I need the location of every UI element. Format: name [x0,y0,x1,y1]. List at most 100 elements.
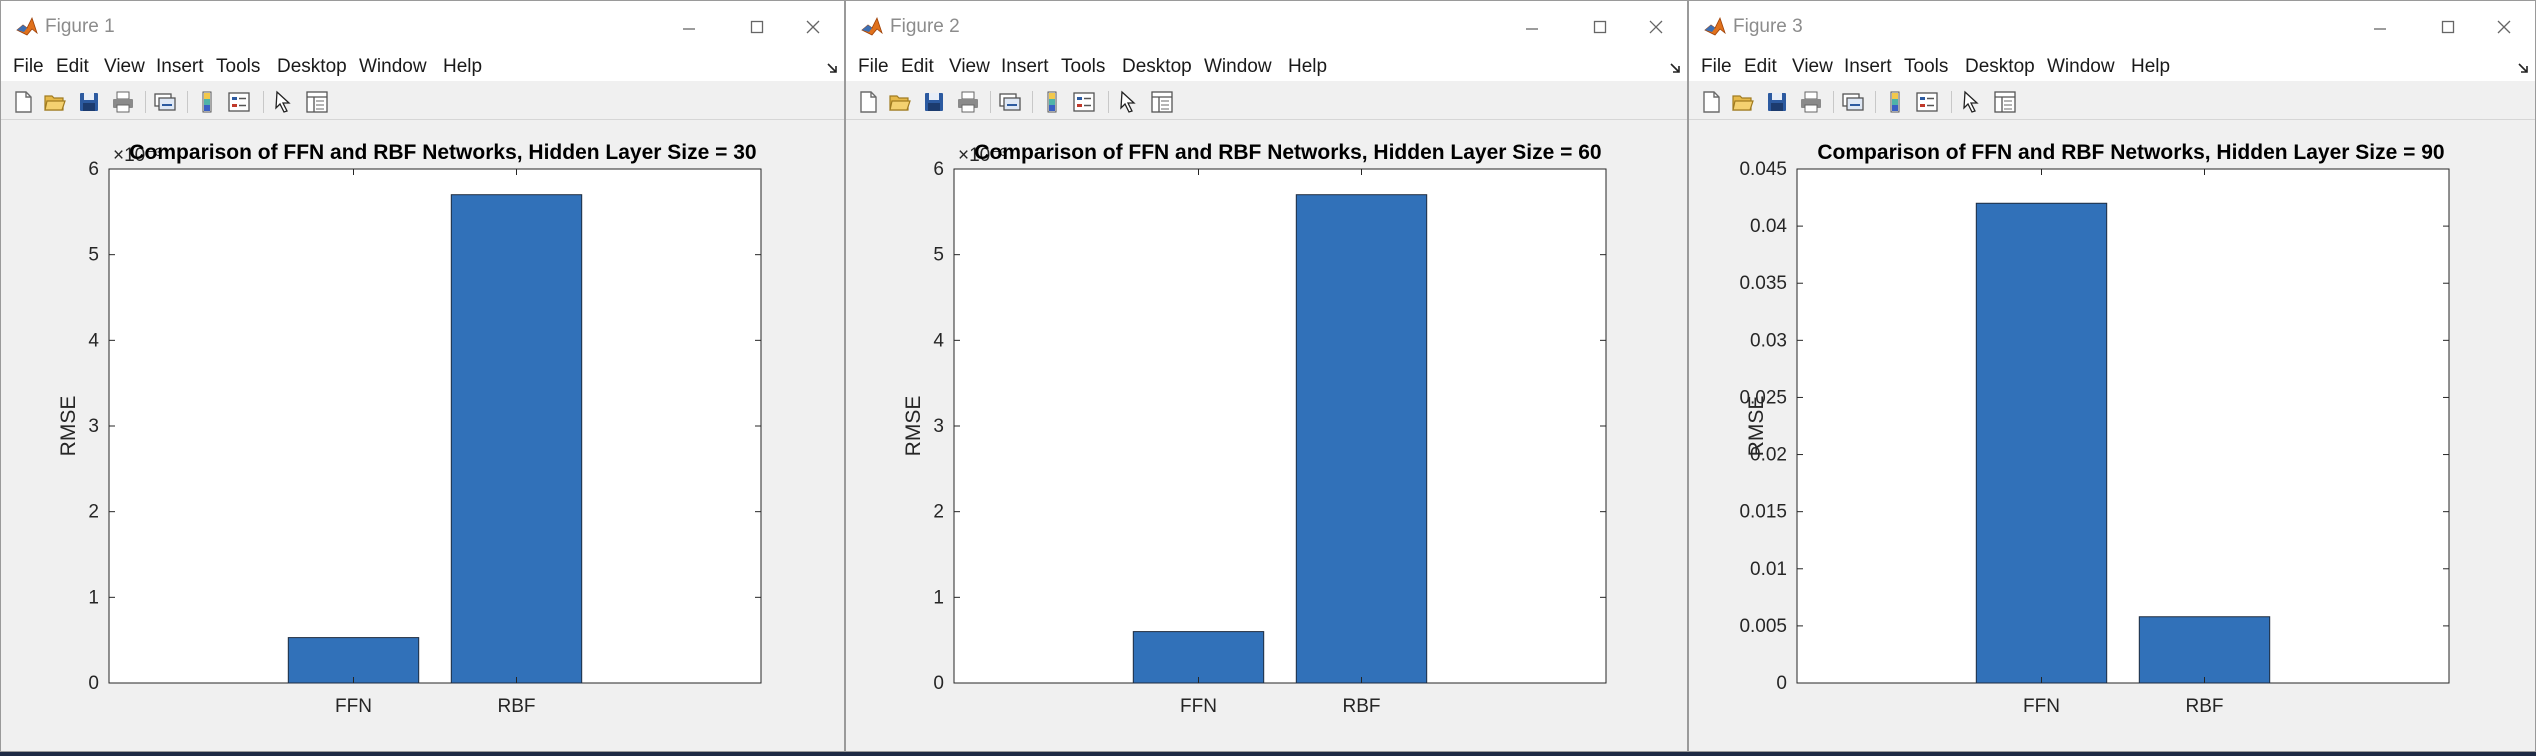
toolbar-separator [1032,91,1033,113]
menu-help[interactable]: Help [1288,56,1328,77]
menu-view[interactable]: View [104,56,145,77]
toolbar-separator [187,91,188,113]
minimize-icon[interactable] [674,13,704,41]
link-plot-icon[interactable] [998,90,1022,114]
menu-edit[interactable]: Edit [56,56,89,77]
figure-toolbar [1,83,844,120]
y-tick-label: 6 [88,159,99,180]
menu-insert[interactable]: Insert [1001,56,1049,77]
title-bar[interactable]: Figure 2 [846,1,1687,53]
minimize-icon[interactable] [2365,13,2395,41]
toolbar-separator [263,91,264,113]
bar-rbf[interactable] [450,194,583,684]
insert-colorbar-icon[interactable] [1040,90,1064,114]
maximize-icon[interactable] [1585,13,1615,41]
open-file-icon[interactable] [888,90,912,114]
bar-ffn[interactable] [1132,631,1265,684]
menu-help[interactable]: Help [443,56,483,77]
close-icon[interactable] [2489,13,2519,41]
new-figure-icon[interactable] [1699,90,1723,114]
y-tick-label: 6 [933,159,944,180]
edit-plot-icon[interactable] [1116,90,1140,114]
y-tick-label: 5 [933,245,944,266]
dock-arrow-icon[interactable] [826,61,838,73]
plot-area[interactable] [1796,168,2450,684]
edit-plot-icon[interactable] [1959,90,1983,114]
print-icon[interactable] [111,90,135,114]
dock-arrow-icon[interactable] [1669,61,1681,73]
maximize-icon[interactable] [742,13,772,41]
close-icon[interactable] [798,13,828,41]
menu-tools[interactable]: Tools [1061,56,1106,77]
plot-area[interactable] [108,168,762,684]
menu-desktop[interactable]: Desktop [1965,56,2035,77]
close-icon[interactable] [1641,13,1671,41]
chart-title: Comparison of FFN and RBF Networks, Hidd… [1817,141,2444,164]
y-tick-label: 4 [933,330,944,351]
bar-ffn[interactable] [1975,202,2108,684]
figure-window-1[interactable]: Figure 1 File Edit View Insert Tools Desktop Wi… [0,0,845,752]
y-tick-label: 0.03 [1750,330,1787,351]
print-icon[interactable] [1799,90,1823,114]
menu-tools[interactable]: Tools [1904,56,1949,77]
x-tick-label: RBF [498,696,536,717]
y-tick-label: 0.045 [1739,159,1787,180]
new-figure-icon[interactable] [11,90,35,114]
link-plot-icon[interactable] [153,90,177,114]
bar-rbf[interactable] [1295,194,1428,684]
menu-edit[interactable]: Edit [1744,56,1777,77]
open-file-icon[interactable] [43,90,67,114]
menu-window[interactable]: Window [2047,56,2115,77]
insert-legend-icon[interactable] [1072,90,1096,114]
menu-window[interactable]: Window [359,56,427,77]
menu-view[interactable]: View [949,56,990,77]
save-icon[interactable] [922,90,946,114]
menu-edit[interactable]: Edit [901,56,934,77]
x-tick-label: RBF [2186,696,2224,717]
figure-toolbar [1689,83,2535,120]
bar-ffn[interactable] [287,637,420,684]
plot-area[interactable] [953,168,1607,684]
menu-insert[interactable]: Insert [156,56,204,77]
menu-desktop[interactable]: Desktop [277,56,347,77]
menu-help[interactable]: Help [2131,56,2171,77]
menu-desktop[interactable]: Desktop [1122,56,1192,77]
menu-file[interactable]: File [13,56,44,77]
link-plot-icon[interactable] [1841,90,1865,114]
insert-colorbar-icon[interactable] [195,90,219,114]
property-inspector-icon[interactable] [305,90,329,114]
y-tick-label: 2 [88,502,99,523]
property-inspector-icon[interactable] [1993,90,2017,114]
print-icon[interactable] [956,90,980,114]
y-tick-label: 4 [88,330,99,351]
menu-window[interactable]: Window [1204,56,1272,77]
property-inspector-icon[interactable] [1150,90,1174,114]
maximize-icon[interactable] [2433,13,2463,41]
menu-insert[interactable]: Insert [1844,56,1892,77]
figure-window-2[interactable]: Figure 2 File Edit View Insert Tools Desktop Wi… [845,0,1688,752]
new-figure-icon[interactable] [856,90,880,114]
menu-tools[interactable]: Tools [216,56,261,77]
menu-view[interactable]: View [1792,56,1833,77]
insert-legend-icon[interactable] [1915,90,1939,114]
figure-window-3[interactable]: Figure 3 File Edit View Insert Tools Desktop Wi… [1688,0,2536,752]
insert-legend-icon[interactable] [227,90,251,114]
title-bar[interactable]: Figure 3 [1689,1,2535,53]
matlab-logo-icon [15,15,39,39]
menu-file[interactable]: File [1701,56,1732,77]
dock-arrow-icon[interactable] [2517,61,2529,73]
y-tick-label: 0 [933,673,944,694]
chart-title: Comparison of FFN and RBF Networks, Hidd… [129,141,756,164]
bar-rbf[interactable] [2138,616,2271,684]
menu-bar: File Edit View Insert Tools Desktop Window Help [1,53,844,81]
y-tick-label: 0.02 [1750,445,1787,466]
save-icon[interactable] [77,90,101,114]
insert-colorbar-icon[interactable] [1883,90,1907,114]
title-bar[interactable]: Figure 1 [1,1,844,53]
menu-file[interactable]: File [858,56,889,77]
open-file-icon[interactable] [1731,90,1755,114]
minimize-icon[interactable] [1517,13,1547,41]
edit-plot-icon[interactable] [271,90,295,114]
save-icon[interactable] [1765,90,1789,114]
